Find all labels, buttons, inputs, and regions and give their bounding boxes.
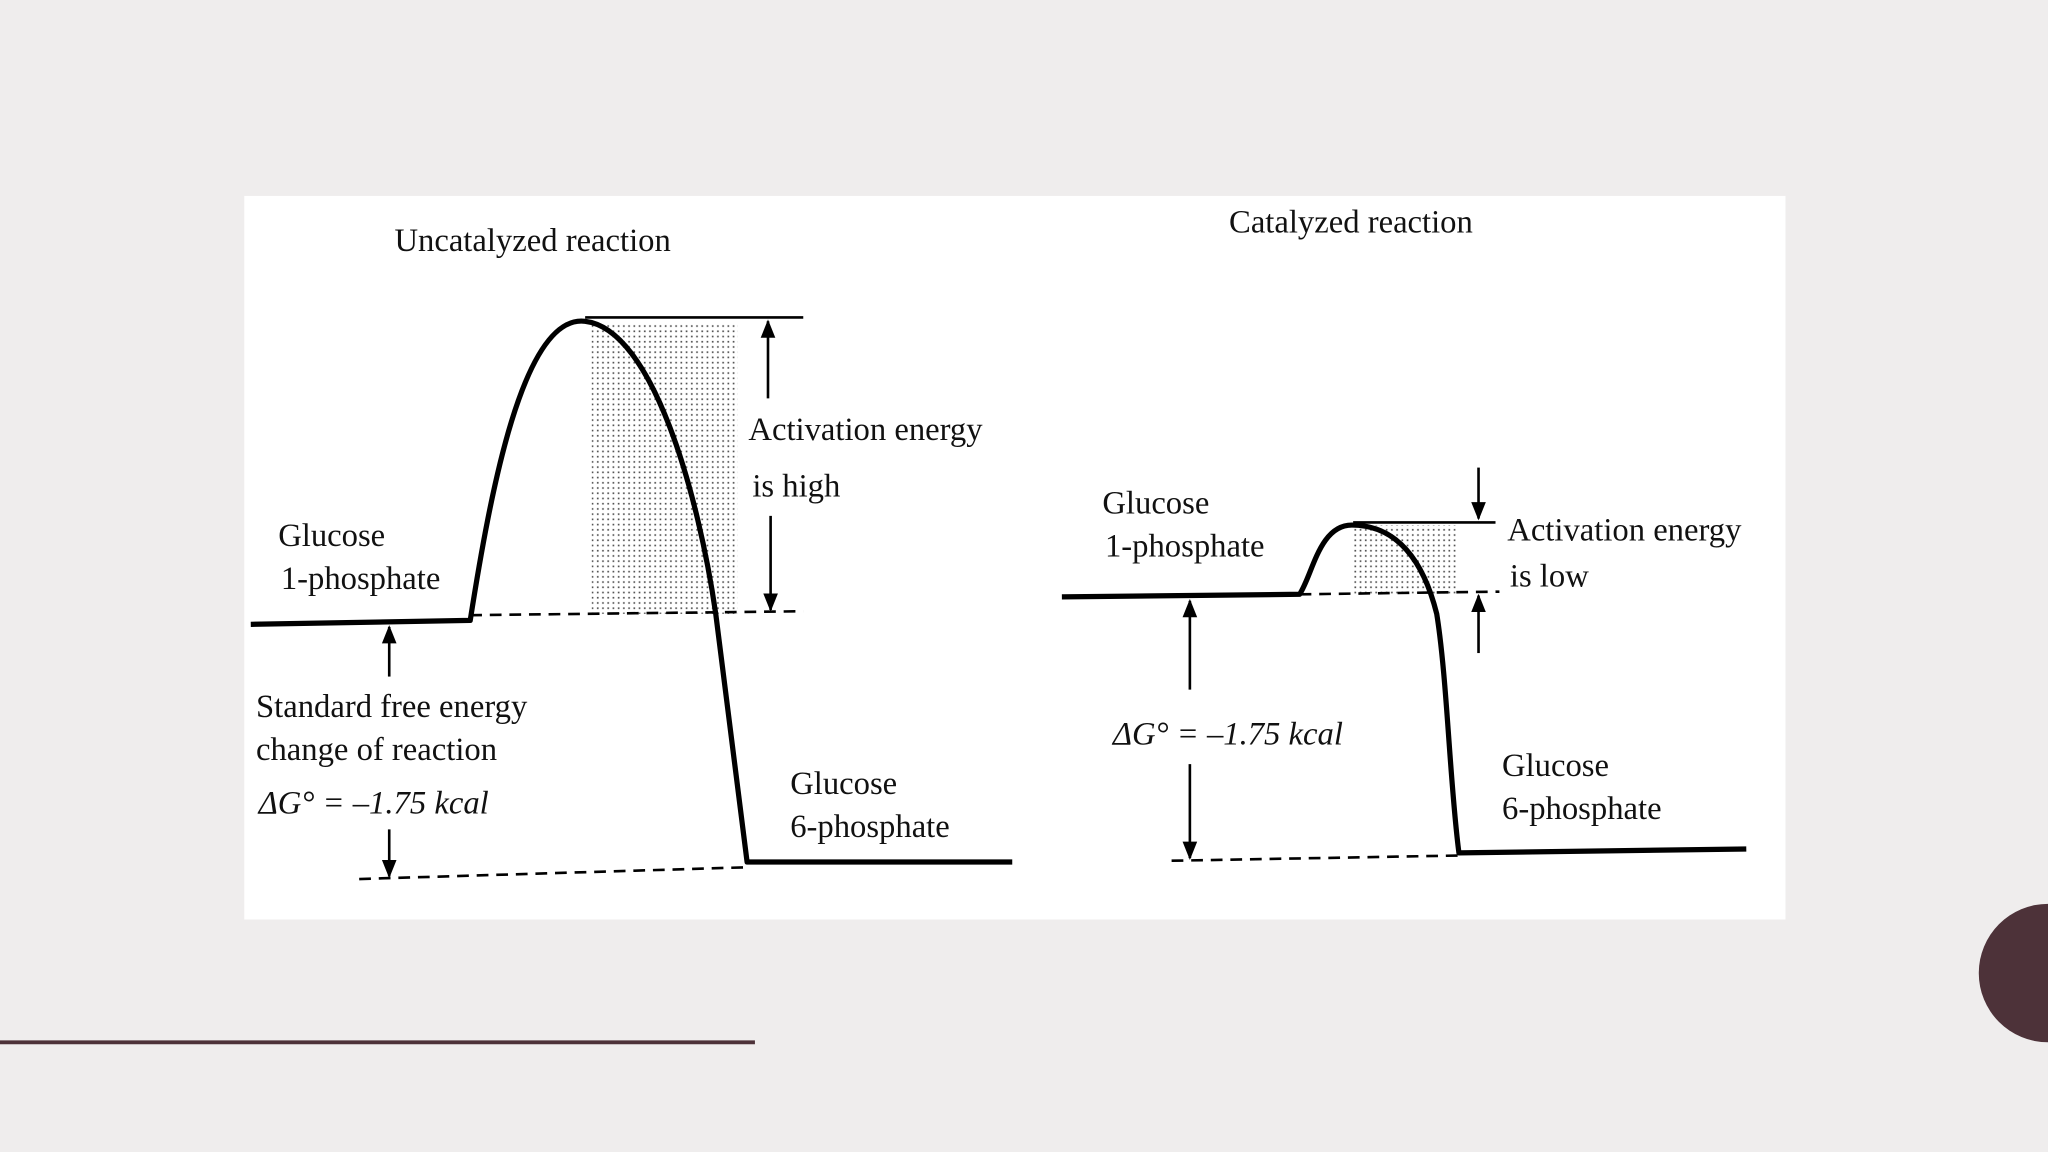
activation-label: Activation energy [1507,513,1742,549]
delta-g-label: ΔG° = –1.75 kcal [257,786,489,822]
reactant-label: Glucose [1102,485,1209,521]
activation-shading [591,322,738,614]
diagram-title: Uncatalyzed reaction [394,223,670,259]
energy-curve [1061,522,1747,856]
reactant-label: 1-phosphate [1105,528,1265,564]
delta-g-label: ΔG° = –1.75 kcal [1111,716,1343,752]
product-label: 6-phosphate [1502,791,1662,827]
activation-label: is low [1510,558,1589,594]
reactant-level [1299,590,1500,596]
activation-shading [1353,525,1457,595]
uncatalyzed-diagram: Uncatalyzed reaction Glucose 1-phosphate… [250,223,1013,881]
reactant-label: Glucose [278,518,385,554]
diagram-panel [244,195,1786,920]
product-label: Glucose [790,766,897,802]
diagram-title: Catalyzed reaction [1229,204,1473,240]
catalyzed-diagram: Catalyzed reaction Glucose 1-phosphate A… [1061,204,1747,863]
free-energy-label: Standard free energy [256,689,528,725]
free-energy-label: change of reaction [256,732,497,768]
product-level [1171,854,1459,863]
product-label: 6-phosphate [790,809,950,845]
energy-curve [250,318,1013,865]
product-level [359,865,748,881]
reactant-level [470,609,804,617]
activation-label: is high [752,468,840,504]
accent-circle [1978,903,2048,1043]
product-label: Glucose [1502,748,1609,784]
reactant-label: 1-phosphate [281,561,441,597]
activation-label: Activation energy [748,412,983,448]
